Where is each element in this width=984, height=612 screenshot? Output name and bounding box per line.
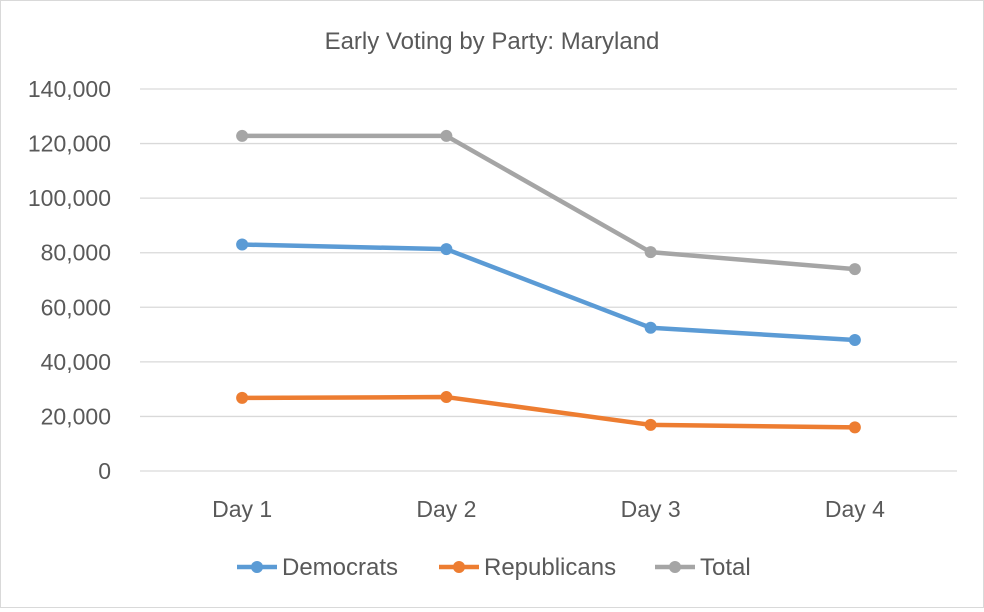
point-democrats-2 <box>440 243 453 256</box>
legend-marker-democrats <box>251 561 263 573</box>
legend-label-republicans: Republicans <box>484 554 616 581</box>
point-total-2 <box>440 129 453 142</box>
point-republicans-2 <box>440 391 453 404</box>
y-axis-tick-labels: 0 20,000 40,000 60,000 80,000 100,000 120,000 1… <box>28 76 111 484</box>
y-tick-label-5: 100,000 <box>28 185 111 211</box>
y-tick-label-1: 20,000 <box>41 403 111 429</box>
legend-label-total: Total <box>700 554 751 581</box>
series-line-democrats <box>239 242 858 343</box>
point-democrats-3 <box>644 321 657 334</box>
y-tick-label-4: 80,000 <box>41 240 111 266</box>
x-tick-label-1: Day 2 <box>416 496 476 522</box>
point-total-1 <box>236 129 249 142</box>
x-tick-label-0: Day 1 <box>212 496 272 522</box>
x-tick-label-3: Day 4 <box>825 496 885 522</box>
x-tick-label-2: Day 3 <box>621 496 681 522</box>
legend-marker-total <box>669 561 681 573</box>
series-lines <box>236 129 861 434</box>
chart-title: Early Voting by Party: Maryland <box>325 28 660 55</box>
point-democrats-4 <box>848 334 861 347</box>
point-republicans-3 <box>644 418 657 431</box>
point-total-4 <box>848 263 861 276</box>
y-tick-label-6: 120,000 <box>28 131 111 157</box>
series-line-republicans <box>239 394 858 430</box>
x-axis-tick-labels: Day 1 Day 2 Day 3 Day 4 <box>212 496 885 522</box>
gridlines <box>140 88 957 472</box>
point-democrats-1 <box>236 238 249 251</box>
y-tick-label-2: 40,000 <box>41 349 111 375</box>
y-tick-label-3: 60,000 <box>41 294 111 320</box>
point-republicans-1 <box>236 391 249 404</box>
y-tick-label-7: 140,000 <box>28 76 111 102</box>
y-tick-label-0: 0 <box>98 458 111 484</box>
legend-marker-republicans <box>453 561 465 573</box>
legend-label-democrats: Democrats <box>282 554 398 581</box>
legend: Democrats Republicans Total <box>237 554 751 581</box>
series-line-total <box>239 133 858 272</box>
point-total-3 <box>644 246 657 259</box>
point-republicans-4 <box>848 421 861 434</box>
